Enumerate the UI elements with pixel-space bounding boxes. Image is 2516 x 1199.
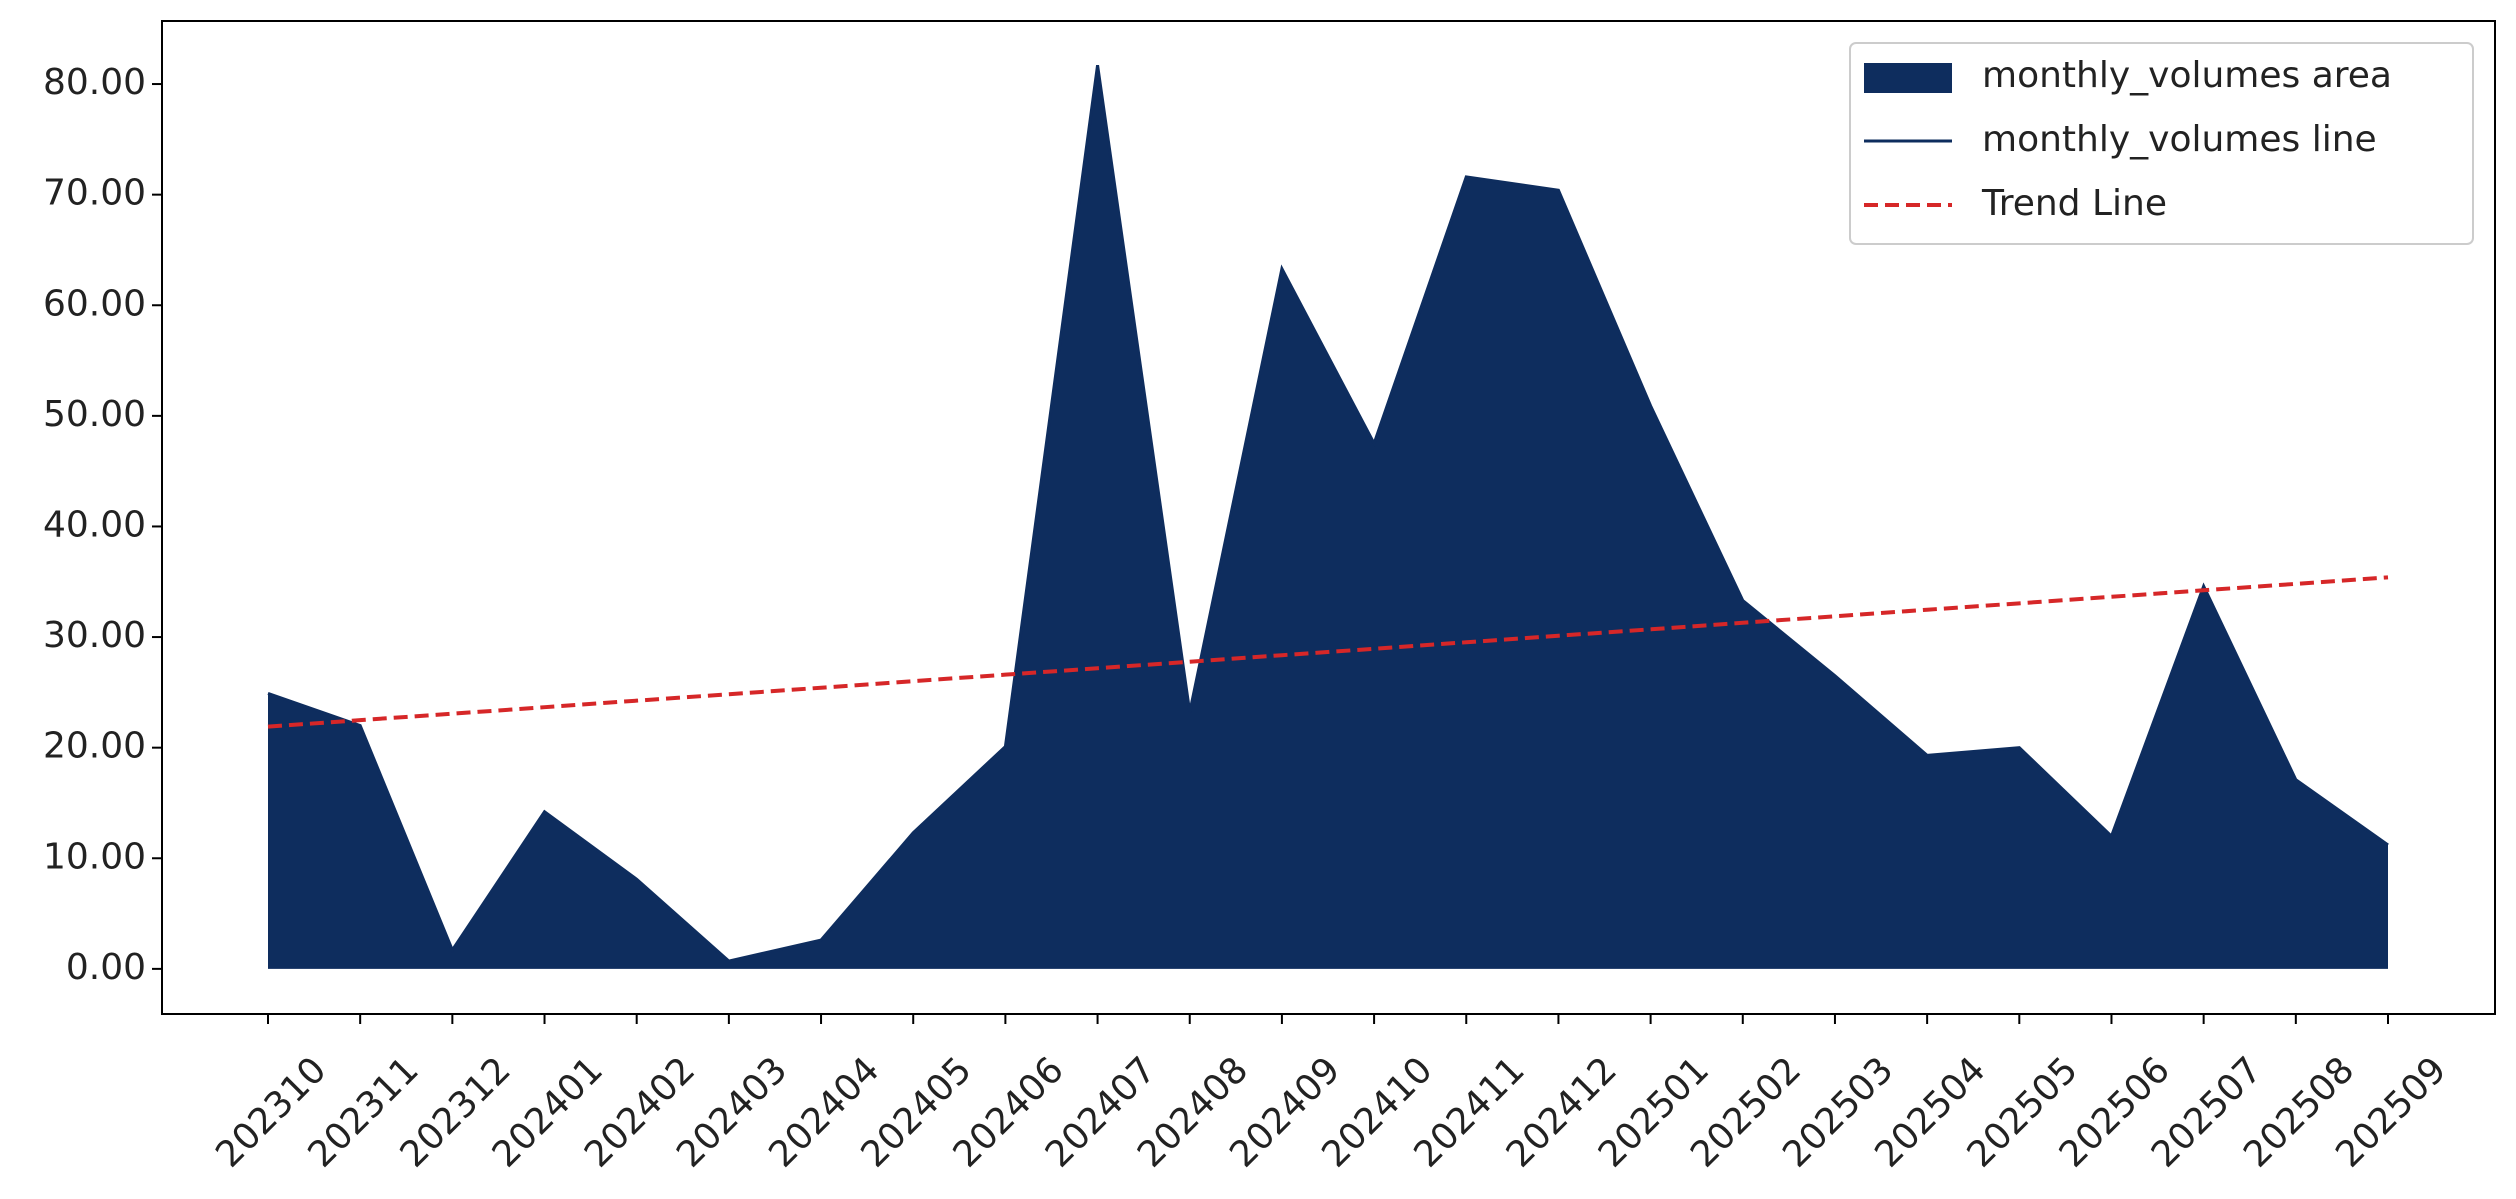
legend-label: monthly_volumes area <box>1982 55 2392 96</box>
legend-label: Trend Line <box>1981 183 2167 224</box>
y-tick-label: 60.00 <box>43 283 146 324</box>
line <box>267 65 2389 963</box>
legend-box <box>1849 42 2474 245</box>
y-tick-label: 10.00 <box>43 836 146 877</box>
y-tick-label: 30.00 <box>43 615 146 656</box>
legend-swatch <box>1864 63 1952 93</box>
area <box>268 65 2388 969</box>
y-tick-label: 50.00 <box>43 394 146 435</box>
y-tick-label: 0.00 <box>66 947 146 988</box>
trend-line <box>267 575 2389 729</box>
y-tick-label: 70.00 <box>43 173 146 214</box>
y-tick-label: 20.00 <box>43 726 146 767</box>
plot-frame <box>161 20 2496 1015</box>
legend-label: monthly_volumes line <box>1982 119 2377 160</box>
y-tick-label: 40.00 <box>43 504 146 545</box>
y-tick-label: 80.00 <box>43 62 146 103</box>
